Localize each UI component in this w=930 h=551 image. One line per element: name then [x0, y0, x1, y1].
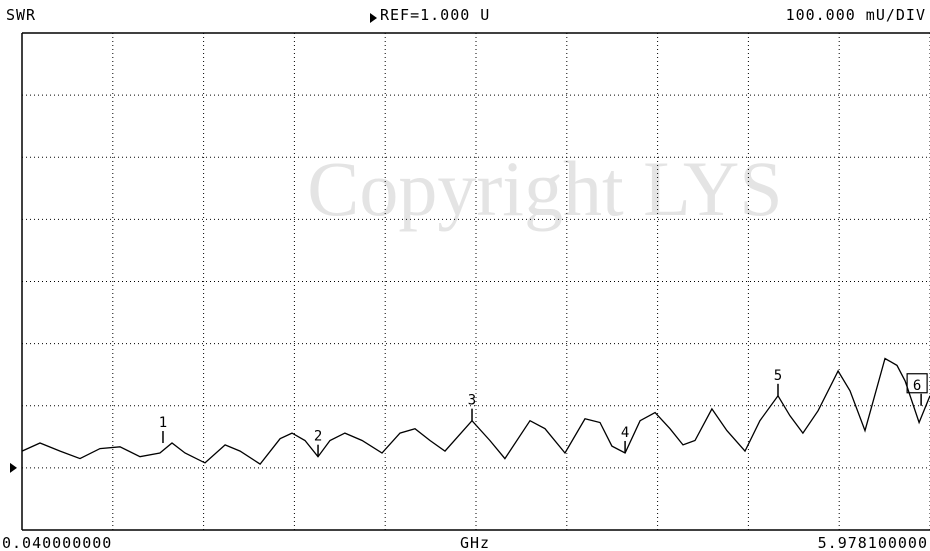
marker-label: 1	[159, 415, 167, 431]
marker-label: 2	[314, 429, 322, 445]
trace	[21, 357, 930, 465]
marker-label: 5	[774, 368, 782, 384]
marker-label: 4	[621, 425, 629, 441]
ref-arrow-icon	[370, 13, 377, 23]
watermark: Copyright LYS	[307, 145, 782, 232]
ref-pointer	[10, 462, 17, 473]
unit-label: GHz	[460, 534, 490, 551]
scale-label: 100.000 mU/DIV	[786, 6, 926, 24]
marker-label: 6	[913, 378, 921, 394]
stop-label: 5.978100000	[818, 534, 928, 551]
start-label: 0.040000000	[2, 534, 112, 551]
ref-label: REF=1.000 U	[380, 6, 490, 24]
active-marker-box	[906, 373, 928, 394]
format-label: SWR	[6, 6, 36, 24]
marker-label: 3	[468, 393, 476, 409]
